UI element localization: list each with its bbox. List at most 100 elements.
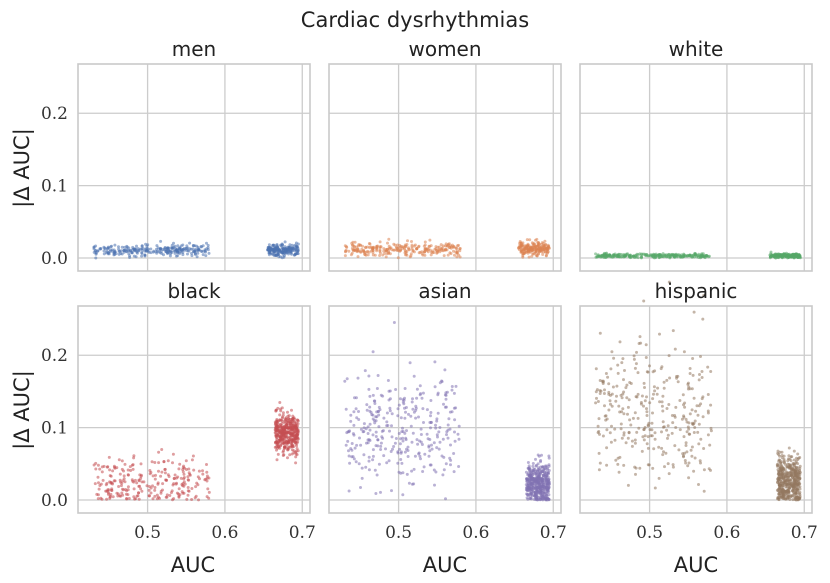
data-point xyxy=(343,254,347,258)
data-point xyxy=(190,458,194,462)
data-point xyxy=(798,485,802,489)
data-point xyxy=(650,434,654,438)
data-point xyxy=(630,439,634,443)
data-point xyxy=(355,443,359,447)
data-point xyxy=(595,388,599,392)
data-point xyxy=(534,483,538,486)
data-point xyxy=(542,470,546,474)
data-point xyxy=(628,381,632,384)
data-point xyxy=(281,432,285,436)
data-point xyxy=(205,463,208,466)
data-point xyxy=(174,254,178,258)
data-point xyxy=(137,478,141,482)
data-point xyxy=(406,239,409,243)
data-point xyxy=(113,243,117,247)
data-point xyxy=(785,492,789,496)
data-point xyxy=(594,252,598,256)
data-point xyxy=(541,484,545,488)
data-point xyxy=(166,248,170,252)
data-point xyxy=(657,253,661,257)
data-point xyxy=(385,424,389,428)
data-point xyxy=(344,443,348,447)
data-point xyxy=(779,253,783,257)
data-point xyxy=(674,405,678,409)
data-point xyxy=(371,393,375,397)
data-point xyxy=(379,490,382,494)
data-point xyxy=(534,249,538,252)
data-point xyxy=(389,450,393,453)
figure-title: Cardiac dysrhythmias xyxy=(301,8,529,32)
data-point xyxy=(126,468,130,472)
data-point xyxy=(267,243,271,247)
data-point xyxy=(94,256,98,260)
data-point xyxy=(684,444,688,447)
data-point xyxy=(172,241,175,245)
data-point xyxy=(433,385,437,389)
data-point xyxy=(432,441,436,445)
data-point xyxy=(686,425,690,429)
data-point xyxy=(454,384,458,388)
data-point xyxy=(628,254,632,258)
data-point xyxy=(280,441,284,445)
panel-title-white: white xyxy=(669,37,724,61)
data-point xyxy=(547,482,551,486)
data-point xyxy=(128,465,132,469)
data-point xyxy=(456,432,460,436)
data-point xyxy=(529,496,533,499)
data-point xyxy=(690,445,694,449)
data-point xyxy=(442,402,445,406)
data-point xyxy=(525,246,529,250)
data-point xyxy=(379,393,383,397)
data-point xyxy=(776,255,780,259)
data-point xyxy=(646,435,650,439)
data-point xyxy=(678,399,682,402)
data-point xyxy=(402,398,406,402)
y-tick-label: 0.0 xyxy=(41,491,68,511)
data-point xyxy=(617,470,621,474)
data-point xyxy=(402,402,406,406)
data-point xyxy=(798,490,802,494)
data-point xyxy=(536,453,540,457)
data-point xyxy=(157,461,161,465)
data-point xyxy=(126,485,130,489)
data-point xyxy=(420,443,424,446)
data-point xyxy=(296,437,300,441)
data-point xyxy=(159,489,163,493)
data-point xyxy=(375,245,379,249)
data-point xyxy=(396,407,400,411)
data-point xyxy=(651,397,655,401)
data-point xyxy=(173,251,177,255)
data-point xyxy=(616,363,620,367)
data-point xyxy=(387,244,391,248)
data-point xyxy=(279,430,283,434)
data-point xyxy=(648,364,651,368)
data-point xyxy=(418,439,422,443)
data-point xyxy=(387,237,391,241)
data-point xyxy=(430,443,433,447)
data-point xyxy=(452,406,456,410)
data-point xyxy=(388,409,392,413)
data-point xyxy=(396,414,400,418)
data-point xyxy=(108,468,112,472)
data-point xyxy=(458,255,462,259)
data-point xyxy=(539,488,542,492)
data-point xyxy=(689,448,693,452)
data-point xyxy=(527,489,531,492)
data-point xyxy=(404,253,407,257)
data-point xyxy=(275,448,278,452)
data-point xyxy=(356,376,360,380)
data-point xyxy=(609,255,613,259)
data-point xyxy=(98,467,102,471)
data-point xyxy=(127,248,130,252)
data-point xyxy=(380,429,384,433)
data-point xyxy=(197,247,201,251)
data-point xyxy=(178,246,182,250)
data-point xyxy=(351,240,355,244)
data-point xyxy=(683,401,687,405)
data-point xyxy=(356,255,360,259)
data-point xyxy=(699,355,702,358)
data-point xyxy=(285,434,289,438)
data-point xyxy=(401,426,404,430)
data-point xyxy=(539,470,543,474)
data-point xyxy=(604,414,608,418)
